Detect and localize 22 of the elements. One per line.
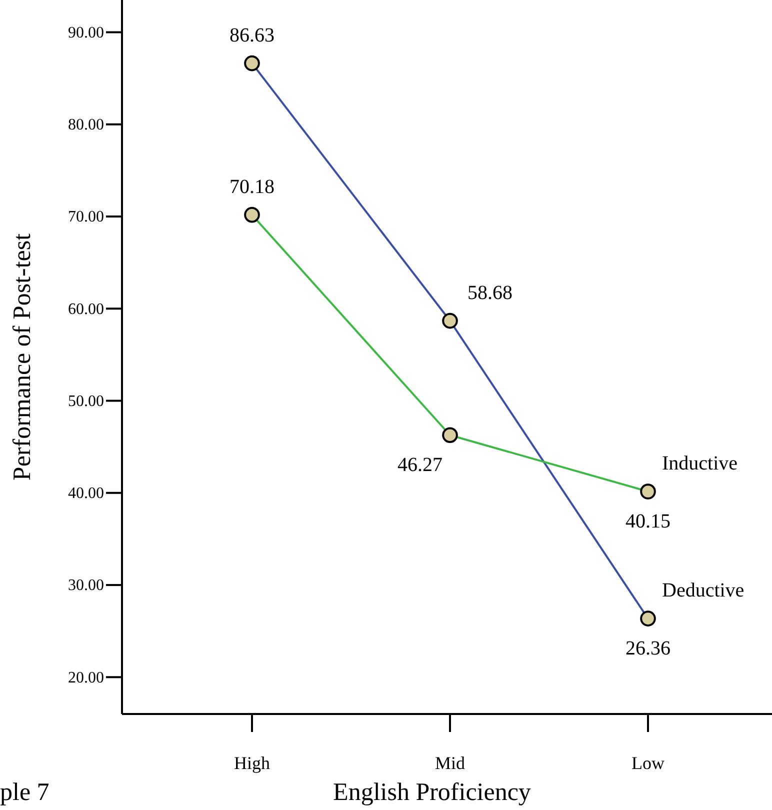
data-label: 40.15: [626, 510, 670, 533]
y-axis-title: Performance of Post-test: [9, 233, 36, 481]
x-tick-label: High: [234, 753, 270, 774]
y-tick-label: 50.00: [68, 392, 104, 410]
series-label: Inductive: [662, 452, 738, 475]
y-tick-label: 30.00: [68, 577, 104, 594]
x-axis-title: English Proficiency: [333, 779, 532, 806]
data-label: 46.27: [398, 454, 442, 476]
data-label: 26.36: [626, 638, 670, 660]
data-label: 86.63: [230, 24, 274, 46]
y-tick-label: 60.00: [68, 300, 104, 318]
data-label: 58.68: [468, 282, 512, 304]
series-label: Deductive: [662, 580, 744, 602]
x-tick-label: Mid: [434, 753, 466, 774]
data-label: 70.18: [230, 176, 274, 198]
y-tick-label: 70.00: [68, 208, 104, 226]
y-tick-label: 80.00: [68, 116, 104, 134]
y-tick-label: 90.00: [68, 24, 104, 42]
y-tick-label: 20.00: [68, 669, 104, 686]
x-tick-label: Low: [632, 753, 664, 774]
y-tick-label: 40.00: [68, 485, 104, 502]
text: ple 7: [0, 779, 50, 806]
